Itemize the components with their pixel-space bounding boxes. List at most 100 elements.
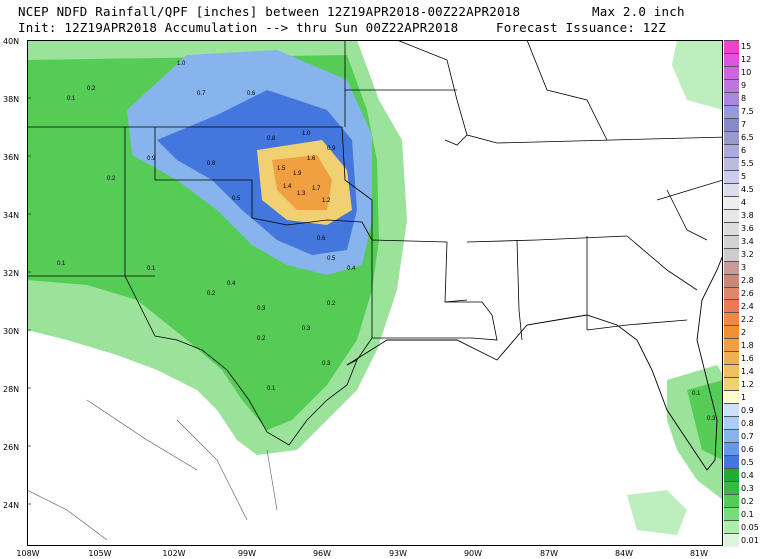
- legend-label: 0.4: [741, 470, 754, 480]
- legend-swatch: [724, 182, 739, 197]
- legend-label: 3.2: [741, 250, 754, 260]
- svg-text:0.6: 0.6: [317, 236, 326, 242]
- svg-text:0.7: 0.7: [197, 91, 206, 97]
- legend-swatch: [724, 312, 739, 327]
- legend-label: 0.8: [741, 418, 754, 428]
- legend-swatch: [724, 130, 739, 145]
- legend-label: 7.5: [741, 107, 754, 117]
- svg-text:0.1: 0.1: [57, 261, 66, 267]
- legend-label: 1.8: [741, 340, 754, 350]
- legend-swatch: [724, 156, 739, 171]
- legend-label: 3.8: [741, 211, 754, 221]
- precip-yellow-orange: [257, 140, 352, 225]
- legend-label: 2.2: [741, 314, 754, 324]
- svg-text:1.3: 1.3: [297, 191, 306, 197]
- legend-label: 6: [741, 146, 747, 156]
- svg-text:0.3: 0.3: [322, 361, 331, 367]
- svg-text:0.5: 0.5: [232, 196, 241, 202]
- legend-label: 3.6: [741, 224, 754, 234]
- svg-text:0.3: 0.3: [707, 416, 716, 422]
- legend-label: 1: [741, 392, 747, 402]
- lat-label: 30N: [3, 327, 20, 336]
- legend-swatch: [724, 234, 739, 249]
- legend-label: 1.6: [741, 353, 754, 363]
- svg-text:1.6: 1.6: [307, 156, 316, 162]
- svg-text:0.9: 0.9: [147, 156, 156, 162]
- legend-swatch: [724, 208, 739, 223]
- legend-swatch: [724, 455, 739, 470]
- lon-label: 93W: [388, 549, 408, 558]
- legend-swatch: [724, 325, 739, 340]
- svg-text:1.0: 1.0: [177, 61, 186, 67]
- legend-swatch: [724, 299, 739, 314]
- svg-text:0.5: 0.5: [327, 256, 336, 262]
- legend-swatch: [724, 520, 739, 535]
- mexico-border: [27, 399, 278, 541]
- lat-label: 36N: [3, 153, 20, 162]
- legend-label: 6.5: [741, 133, 754, 143]
- legend-swatch: [724, 52, 739, 67]
- header-init: Init: 12Z19APR2018 Accumulation --> thru…: [18, 20, 459, 35]
- legend-swatch: [724, 351, 739, 366]
- header-title: NCEP NDFD Rainfall/QPF [inches] between …: [18, 4, 521, 19]
- precipitation-map: 1.9 1.5 1.6 1.4 1.3 1.71.2 1.0 0.9 0.8 1.0 0.7…: [27, 40, 723, 546]
- state-borders: [27, 40, 723, 446]
- svg-text:0.1: 0.1: [267, 386, 276, 392]
- svg-text:0.2: 0.2: [107, 176, 116, 182]
- legend-swatch: [724, 403, 739, 418]
- svg-text:1.2: 1.2: [322, 198, 331, 204]
- legend-swatch: [724, 260, 739, 275]
- svg-text:0.4: 0.4: [347, 266, 356, 272]
- peak-label: 1.9: [293, 171, 302, 177]
- legend-label: 5.5: [741, 159, 754, 169]
- legend-swatch: [724, 481, 739, 496]
- legend-label: 8: [741, 94, 747, 104]
- lat-label: 32N: [3, 269, 20, 278]
- lon-label: 81W: [689, 549, 709, 558]
- legend-label: 0.7: [741, 431, 754, 441]
- legend-label: 0.9: [741, 405, 754, 415]
- svg-text:1.7: 1.7: [312, 186, 321, 192]
- svg-text:0.4: 0.4: [227, 281, 236, 287]
- svg-text:0.2: 0.2: [207, 291, 216, 297]
- precip-labels: 1.9 1.5 1.6 1.4 1.3 1.71.2 1.0 0.9 0.8 1.0 0.7…: [57, 61, 716, 422]
- header-issuance: Forecast Issuance: 12Z: [496, 20, 666, 35]
- legend-label: 0.1: [741, 509, 754, 519]
- legend-swatch: [724, 273, 739, 288]
- legend-swatch: [724, 377, 739, 392]
- legend-swatch: [724, 143, 739, 158]
- svg-text:0.8: 0.8: [267, 136, 276, 142]
- legend-label: 5: [741, 172, 747, 182]
- legend-swatch: [724, 91, 739, 106]
- legend-swatch: [724, 416, 739, 431]
- legend-label: 3.4: [741, 237, 754, 247]
- legend-label: 1.4: [741, 366, 754, 376]
- legend-label: 2.6: [741, 289, 754, 298]
- lon-label: 99W: [237, 549, 257, 558]
- lon-label: 96W: [312, 549, 332, 558]
- legend-swatch: [724, 494, 739, 509]
- legend-label: 4.5: [741, 185, 754, 195]
- legend-swatch: [724, 78, 739, 93]
- legend-swatch: [724, 195, 739, 210]
- lat-label: 34N: [3, 211, 20, 220]
- legend-label: 4: [741, 198, 747, 208]
- legend-swatch: [724, 247, 739, 262]
- lat-label: 38N: [3, 95, 20, 104]
- svg-text:0.6: 0.6: [247, 91, 256, 97]
- legend-swatch: [724, 442, 739, 457]
- lon-label: 108W: [16, 549, 40, 558]
- legend-swatch: [724, 286, 739, 301]
- legend-swatch: [724, 429, 739, 444]
- legend-swatch: [724, 507, 739, 522]
- lat-label: 26N: [3, 443, 20, 452]
- legend-swatch: [724, 104, 739, 119]
- legend-swatch: [724, 117, 739, 132]
- legend-label: 0.2: [741, 496, 754, 506]
- legend-label: 0.05: [741, 522, 759, 532]
- legend-swatch: [724, 65, 739, 80]
- legend-swatch: [724, 468, 739, 483]
- legend-label: 0.01: [741, 535, 759, 545]
- lon-label: 84W: [614, 549, 634, 558]
- svg-text:0.3: 0.3: [257, 306, 266, 312]
